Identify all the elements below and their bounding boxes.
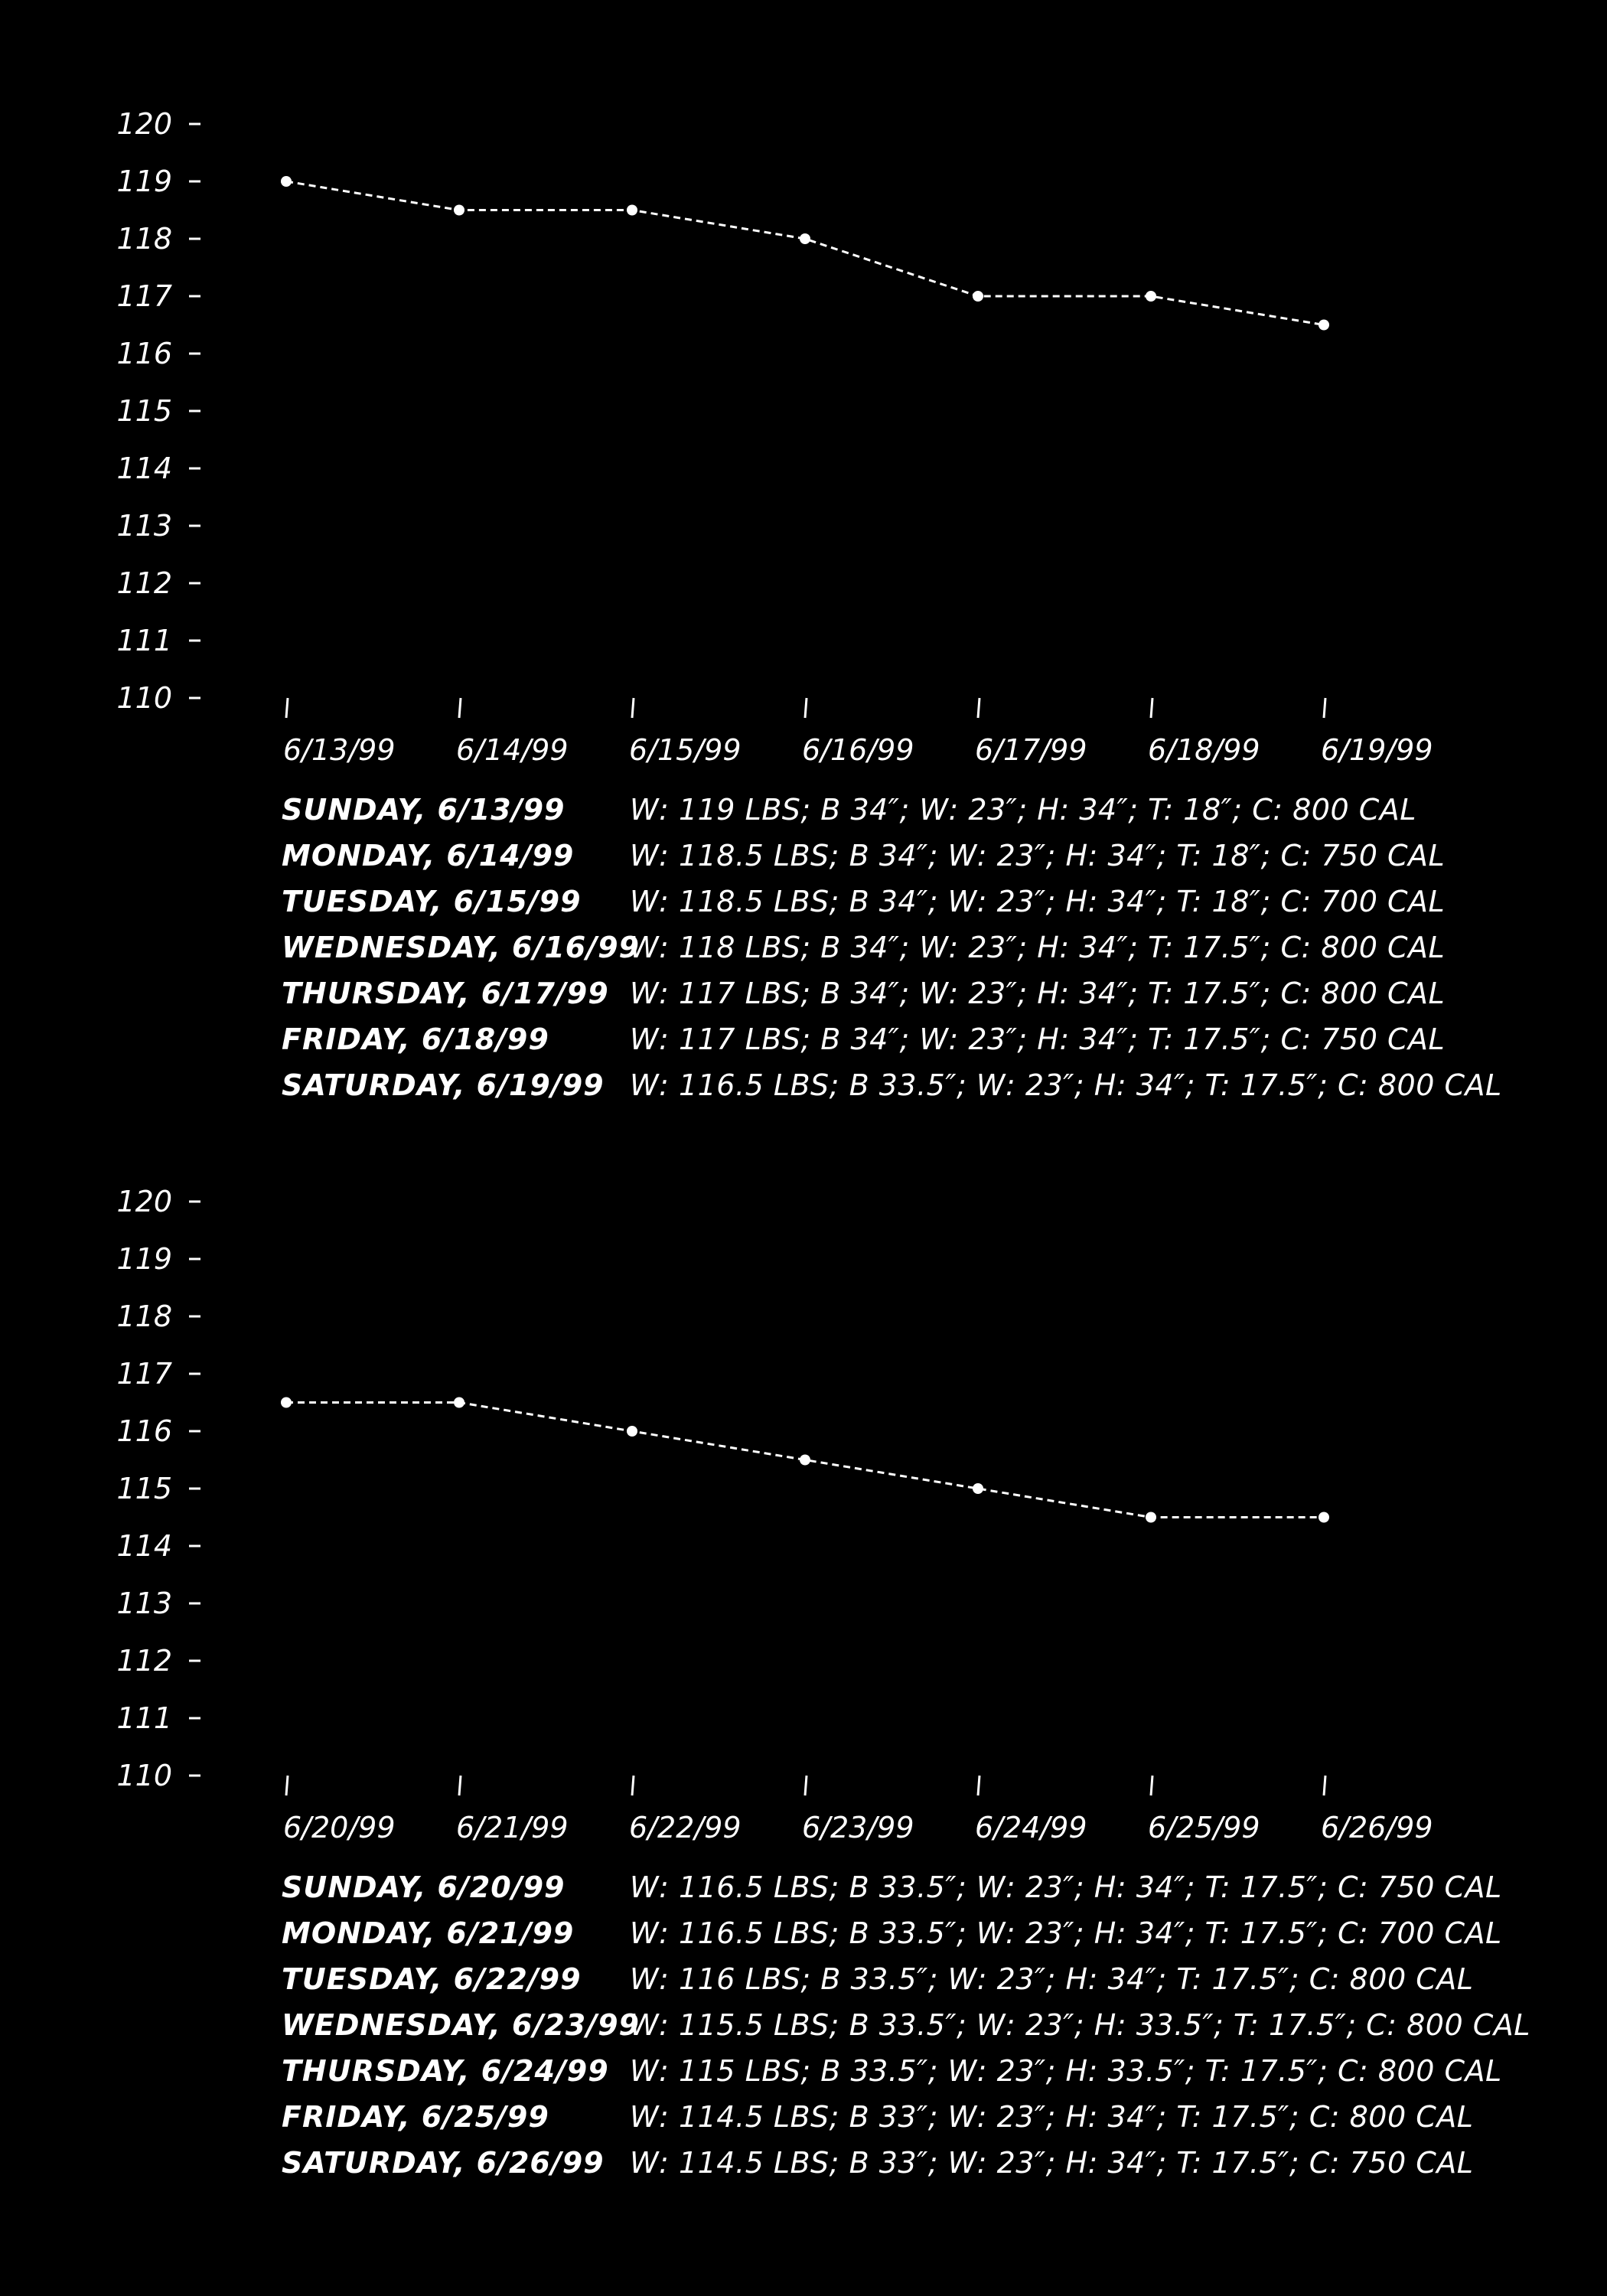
- x-tick-mark: [1149, 1775, 1154, 1796]
- log-measurements: W: 114.5 LBS; B 33″; W: 23″; H: 34″; T: …: [630, 2146, 1474, 2180]
- data-point: [281, 176, 292, 187]
- y-tick-label: 113: [116, 509, 172, 543]
- x-tick-label: 6/20/99: [283, 1811, 396, 1844]
- log-day: WEDNESDAY, 6/23/99: [282, 2008, 640, 2042]
- log-day: FRIDAY, 6/25/99: [282, 2100, 549, 2134]
- x-tick-mark: [631, 697, 635, 719]
- y-tick-label: 110: [116, 1759, 172, 1792]
- x-tick-label: 6/25/99: [1148, 1811, 1260, 1844]
- x-tick-mark: [458, 1775, 462, 1796]
- y-tick-label: 110: [116, 681, 172, 715]
- chart-svg-week-1: 120 119 118 117 116 115 114 113 112 111 110 6/13/99…: [116, 107, 1433, 767]
- log-day: FRIDAY, 6/18/99: [282, 1022, 549, 1056]
- y-tick-label: 118: [116, 222, 172, 256]
- data-point: [1146, 1512, 1156, 1523]
- x-tick-label: 6/19/99: [1321, 733, 1433, 767]
- y-tick-label: 111: [116, 1701, 172, 1735]
- x-tick-mark: [458, 697, 462, 719]
- log-day: THURSDAY, 6/17/99: [282, 977, 609, 1010]
- log-measurements: W: 117 LBS; B 34″; W: 23″; H: 34″; T: 17…: [630, 977, 1446, 1010]
- log-day: SATURDAY, 6/19/99: [282, 1068, 605, 1102]
- x-tick-label: 6/17/99: [975, 733, 1087, 767]
- x-tick-label: 6/21/99: [456, 1811, 569, 1844]
- y-tick-label: 114: [116, 452, 172, 485]
- x-tick-mark: [804, 697, 808, 719]
- log-measurements: W: 114.5 LBS; B 33″; W: 23″; H: 34″; T: …: [630, 2100, 1474, 2134]
- log-measurements: W: 118.5 LBS; B 34″; W: 23″; H: 34″; T: …: [630, 839, 1446, 872]
- x-tick-label: 6/14/99: [456, 733, 569, 767]
- log-day: SATURDAY, 6/26/99: [282, 2146, 605, 2180]
- log-day: SUNDAY, 6/20/99: [282, 1870, 566, 1904]
- y-tick-label: 117: [116, 279, 172, 313]
- log-measurements: W: 116.5 LBS; B 33.5″; W: 23″; H: 34″; T…: [630, 1916, 1502, 1950]
- data-point: [800, 233, 810, 244]
- log-measurements: W: 116 LBS; B 33.5″; W: 23″; H: 34″; T: …: [630, 1962, 1474, 1996]
- y-tick-label: 117: [116, 1357, 172, 1391]
- data-point: [281, 1397, 292, 1408]
- x-tick-label: 6/26/99: [1321, 1811, 1433, 1844]
- log-measurements: W: 118 LBS; B 34″; W: 23″; H: 34″; T: 17…: [630, 931, 1446, 964]
- data-point: [973, 291, 983, 302]
- data-point: [800, 1454, 810, 1466]
- log-day: THURSDAY, 6/24/99: [282, 2054, 609, 2088]
- data-point: [973, 1483, 983, 1494]
- x-tick-label: 6/13/99: [283, 733, 396, 767]
- y-tick-label: 119: [116, 165, 172, 198]
- log-measurements: W: 115 LBS; B 33.5″; W: 23″; H: 33.5″; T…: [630, 2054, 1502, 2088]
- data-point: [1146, 291, 1156, 302]
- log-measurements: W: 116.5 LBS; B 33.5″; W: 23″; H: 34″; T…: [630, 1870, 1502, 1904]
- y-tick-label: 120: [116, 107, 172, 141]
- log-day: WEDNESDAY, 6/16/99: [282, 931, 640, 964]
- data-point: [627, 204, 637, 216]
- y-tick-label: 116: [116, 337, 172, 370]
- y-tick-label: 111: [116, 624, 172, 657]
- log-day: SUNDAY, 6/13/99: [282, 793, 566, 827]
- data-point: [1319, 1512, 1329, 1523]
- x-tick-mark: [285, 1775, 289, 1796]
- x-tick-mark: [1149, 697, 1154, 719]
- x-tick-mark: [1322, 1775, 1327, 1796]
- x-tick-mark: [976, 1775, 981, 1796]
- data-point: [454, 204, 464, 216]
- y-tick-label: 112: [116, 1644, 172, 1678]
- x-tick-label: 6/22/99: [629, 1811, 742, 1844]
- y-tick-label: 114: [116, 1529, 172, 1563]
- log-day: MONDAY, 6/14/99: [282, 839, 575, 872]
- data-point: [454, 1397, 464, 1408]
- x-tick-mark: [631, 1775, 635, 1796]
- log-day: MONDAY, 6/21/99: [282, 1916, 575, 1950]
- y-tick-label: 116: [116, 1414, 172, 1448]
- y-tick-label: 113: [116, 1587, 172, 1620]
- data-point: [627, 1426, 637, 1437]
- y-tick-label: 119: [116, 1242, 172, 1276]
- chart-svg-week-2: 120 119 118 117 116 115 114 113 112 111 110 6/20/99…: [116, 1185, 1433, 1844]
- log-day: TUESDAY, 6/15/99: [282, 885, 582, 918]
- log-measurements: W: 115.5 LBS; B 33.5″; W: 23″; H: 33.5″;…: [630, 2008, 1530, 2042]
- y-tick-label: 120: [116, 1185, 172, 1218]
- log-day: TUESDAY, 6/22/99: [282, 1962, 582, 1996]
- y-tick-label: 115: [116, 394, 172, 428]
- x-tick-label: 6/18/99: [1148, 733, 1260, 767]
- x-tick-mark: [976, 697, 981, 719]
- x-tick-label: 6/23/99: [802, 1811, 914, 1844]
- y-tick-label: 112: [116, 566, 172, 600]
- x-tick-mark: [285, 697, 289, 719]
- x-tick-label: 6/15/99: [629, 733, 742, 767]
- weight-chart-week-2: 120 119 118 117 116 115 114 113 112 111 110 6/20/99…: [0, 1078, 1607, 2180]
- weight-chart-week-1: 120 119 118 117 116 115 114 113 112 111 110 6/13/99…: [0, 0, 1607, 1102]
- x-tick-label: 6/24/99: [975, 1811, 1087, 1844]
- data-point: [1319, 319, 1329, 331]
- log-measurements: W: 116.5 LBS; B 33.5″; W: 23″; H: 34″; T…: [630, 1068, 1502, 1102]
- x-tick-mark: [1322, 697, 1327, 719]
- weight-series-line: [285, 180, 1325, 326]
- y-tick-label: 118: [116, 1300, 172, 1333]
- log-measurements: W: 117 LBS; B 34″; W: 23″; H: 34″; T: 17…: [630, 1022, 1446, 1056]
- x-tick-mark: [804, 1775, 808, 1796]
- y-tick-label: 115: [116, 1472, 172, 1505]
- log-measurements: W: 119 LBS; B 34″; W: 23″; H: 34″; T: 18…: [630, 793, 1416, 827]
- log-measurements: W: 118.5 LBS; B 34″; W: 23″; H: 34″; T: …: [630, 885, 1446, 918]
- x-tick-label: 6/16/99: [802, 733, 914, 767]
